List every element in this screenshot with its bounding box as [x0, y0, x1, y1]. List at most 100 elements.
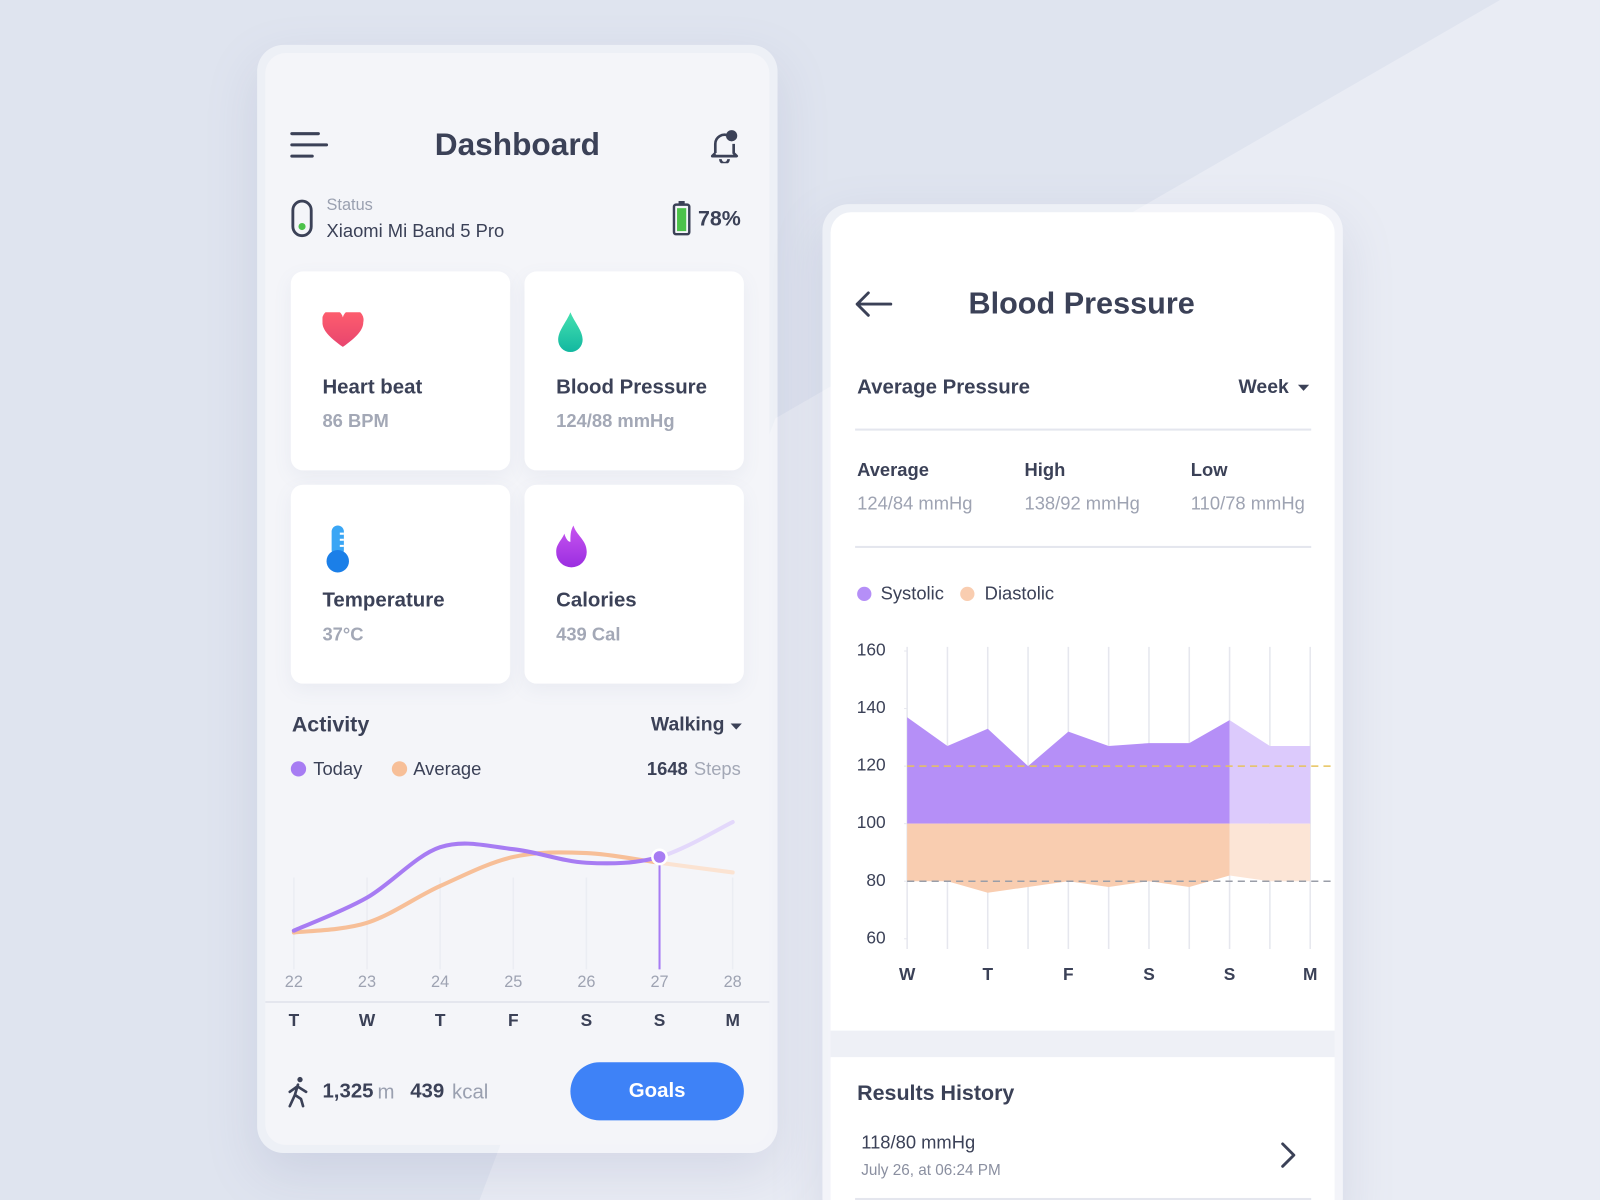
x-tick-label: S [1224, 964, 1236, 984]
history-panel [830, 1057, 1335, 1200]
notification-icon[interactable] [708, 127, 743, 164]
watch-icon [291, 199, 313, 238]
device-name: Xiaomi Mi Band 5 Pro [326, 220, 505, 242]
stat-value: 110/78 mmHg [1190, 493, 1305, 514]
legend-dot [960, 586, 975, 602]
section-title: Average Pressure [857, 376, 1030, 399]
legend-label: Today [313, 758, 363, 780]
legend-dot [857, 586, 872, 602]
legend-label: Systolic [880, 583, 944, 604]
activity-title: Activity [291, 713, 370, 737]
metric-card[interactable]: Heart beat 86 BPM [290, 271, 511, 471]
weekday-label: S [654, 1010, 666, 1030]
divider [855, 1197, 1312, 1200]
metric-icon [322, 312, 364, 347]
walking-icon [288, 1076, 308, 1108]
x-tick-label: T [982, 964, 993, 984]
battery-icon [672, 201, 691, 236]
day-label: 22 [285, 973, 303, 991]
activity-line [291, 841, 662, 933]
day-label: 23 [358, 973, 376, 991]
battery-level: 78% [697, 207, 741, 231]
back-arrow[interactable] [853, 290, 894, 319]
x-tick-label: S [1143, 964, 1155, 984]
bp-panel [830, 212, 1335, 1031]
day-label: 28 [724, 973, 742, 991]
dropdown-caret[interactable] [1297, 383, 1311, 393]
highlight-point [651, 848, 668, 866]
metric-title: Heart beat [322, 376, 423, 399]
distance: 1,325 [322, 1080, 374, 1103]
weekday-label: F [508, 1010, 519, 1030]
y-tick-label: 120 [857, 755, 886, 775]
metric-icon [558, 312, 583, 353]
metric-icon [326, 525, 349, 573]
steps-unit: Steps [693, 758, 741, 780]
day-label: 25 [504, 973, 522, 991]
history-title: Results History [857, 1081, 1015, 1106]
stat-label: High [1024, 459, 1066, 481]
period-filter[interactable]: Week [1238, 376, 1289, 398]
weekday-label: S [581, 1010, 593, 1030]
y-tick-label: 160 [857, 640, 886, 660]
menu-icon[interactable] [290, 131, 331, 160]
activity-line [657, 819, 735, 859]
legend-label: Average [413, 758, 482, 780]
activity-line [657, 860, 735, 875]
metric-card[interactable]: Temperature 37°C [290, 484, 511, 684]
dropdown-caret[interactable] [730, 721, 744, 731]
bp-area [1229, 720, 1311, 824]
metric-value: 86 BPM [322, 410, 389, 432]
x-tick-label: W [899, 964, 916, 984]
y-tick-label: 60 [866, 927, 885, 947]
stat-label: Average [857, 459, 929, 481]
bp-title: Blood Pressure [968, 286, 1195, 321]
legend-label: Diastolic [984, 583, 1055, 604]
activity-line [291, 850, 662, 935]
bp-area [907, 823, 1230, 893]
stat-value: 124/84 mmHg [857, 493, 973, 514]
distance-unit: m [377, 1081, 395, 1104]
y-tick-label: 140 [857, 697, 886, 717]
weekday-label: M [725, 1010, 739, 1030]
metric-value: 37°C [322, 623, 364, 645]
y-tick-label: 100 [857, 812, 886, 832]
divider [855, 428, 1312, 431]
legend-dot [290, 761, 307, 777]
history-value: 118/80 mmHg [861, 1132, 976, 1153]
weekday-label: W [359, 1010, 376, 1030]
weekday-label: T [289, 1010, 300, 1030]
metric-value: 439 Cal [556, 623, 621, 645]
x-tick-label: M [1303, 964, 1317, 984]
legend-dot [391, 761, 408, 777]
metric-card[interactable]: Calories 439 Cal [524, 484, 744, 684]
metric-title: Calories [556, 589, 637, 612]
x-tick-label: F [1063, 964, 1074, 984]
day-label: 27 [650, 973, 668, 991]
chevron-icon [1281, 1142, 1296, 1168]
steps-count: 1648 [646, 758, 688, 780]
metric-icon [556, 525, 587, 568]
metric-title: Blood Pressure [556, 376, 707, 399]
day-label: 26 [577, 973, 595, 991]
goals-button[interactable]: Goals [570, 1062, 744, 1121]
energy-unit: kcal [452, 1081, 489, 1104]
bp-area [1229, 823, 1311, 882]
bp-area [907, 717, 1230, 824]
history-time: July 26, at 06:24 PM [861, 1161, 1001, 1180]
y-tick-label: 80 [866, 870, 885, 890]
divider [855, 545, 1312, 548]
energy: 439 [410, 1080, 445, 1103]
metric-title: Temperature [322, 589, 445, 612]
dashboard-title: Dashboard [434, 126, 600, 163]
stat-value: 138/92 mmHg [1024, 493, 1140, 514]
weekday-label: T [435, 1010, 446, 1030]
metric-value: 124/88 mmHg [556, 410, 675, 432]
status-label: Status [326, 196, 373, 215]
history-item[interactable]: 118/80 mmHg July 26, at 06:24 PM [831, 1112, 1335, 1200]
metric-card[interactable]: Blood Pressure 124/88 mmHg [524, 271, 744, 471]
stat-label: Low [1190, 459, 1228, 481]
activity-filter[interactable]: Walking [650, 714, 725, 736]
